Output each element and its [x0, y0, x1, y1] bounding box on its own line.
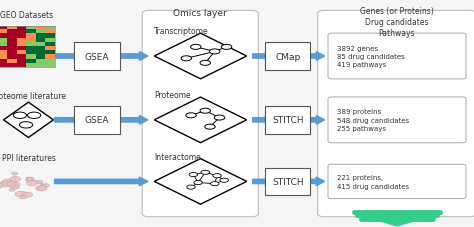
Circle shape — [2, 179, 14, 185]
Circle shape — [36, 186, 45, 191]
Circle shape — [36, 186, 47, 191]
Text: Proteome literature: Proteome literature — [0, 92, 66, 101]
Circle shape — [210, 182, 219, 186]
Circle shape — [187, 185, 195, 189]
Polygon shape — [301, 177, 325, 186]
Circle shape — [205, 125, 215, 130]
Circle shape — [27, 181, 38, 186]
Text: STITCH: STITCH — [272, 116, 303, 125]
Polygon shape — [4, 103, 53, 138]
Circle shape — [19, 122, 33, 128]
Text: PPI literatures: PPI literatures — [1, 153, 55, 162]
Text: Genes (or Proteins)
Drug candidates
Pathways: Genes (or Proteins) Drug candidates Path… — [360, 7, 434, 38]
Text: 221 proteins,
415 drug candidates: 221 proteins, 415 drug candidates — [337, 174, 409, 189]
Polygon shape — [253, 177, 274, 186]
Circle shape — [15, 191, 27, 197]
FancyBboxPatch shape — [328, 164, 466, 199]
Polygon shape — [55, 177, 148, 186]
Circle shape — [42, 184, 49, 187]
Polygon shape — [155, 34, 246, 79]
Polygon shape — [253, 116, 274, 125]
FancyBboxPatch shape — [265, 168, 310, 195]
Circle shape — [40, 185, 46, 188]
Text: STITCH: STITCH — [272, 177, 303, 186]
Circle shape — [201, 170, 210, 175]
Circle shape — [191, 45, 201, 50]
Circle shape — [13, 113, 27, 119]
Text: GEO Datasets: GEO Datasets — [0, 11, 53, 20]
Text: 389 proteins
548 drug candidates
255 pathways: 389 proteins 548 drug candidates 255 pat… — [337, 109, 409, 132]
FancyBboxPatch shape — [265, 107, 310, 134]
Circle shape — [0, 183, 3, 188]
Text: Interactome: Interactome — [154, 152, 201, 161]
Text: Proteome: Proteome — [154, 91, 191, 100]
Polygon shape — [354, 213, 440, 226]
Circle shape — [194, 181, 202, 185]
Circle shape — [213, 174, 221, 178]
FancyBboxPatch shape — [328, 98, 466, 143]
Polygon shape — [111, 52, 148, 61]
Text: GSEA: GSEA — [85, 52, 109, 61]
Text: Omics layer: Omics layer — [173, 9, 227, 18]
Circle shape — [14, 183, 20, 186]
Circle shape — [38, 185, 46, 189]
Text: CMap: CMap — [275, 52, 301, 61]
Circle shape — [7, 182, 18, 187]
Polygon shape — [55, 52, 83, 61]
Circle shape — [200, 61, 210, 66]
Circle shape — [35, 180, 43, 184]
Polygon shape — [111, 116, 148, 125]
Polygon shape — [155, 159, 246, 204]
Circle shape — [9, 189, 15, 191]
FancyBboxPatch shape — [74, 107, 120, 134]
FancyBboxPatch shape — [328, 34, 466, 79]
Text: 3892 genes
85 drug candidates
419 pathways: 3892 genes 85 drug candidates 419 pathwa… — [337, 45, 404, 68]
Circle shape — [19, 196, 27, 199]
Polygon shape — [155, 98, 246, 143]
Circle shape — [220, 178, 228, 183]
Circle shape — [10, 185, 19, 189]
Circle shape — [210, 50, 220, 55]
FancyBboxPatch shape — [318, 11, 474, 217]
Circle shape — [221, 45, 232, 50]
Circle shape — [27, 113, 41, 119]
Polygon shape — [253, 52, 274, 61]
Circle shape — [200, 109, 210, 114]
FancyBboxPatch shape — [265, 43, 310, 70]
Circle shape — [37, 187, 45, 191]
Circle shape — [0, 181, 11, 187]
Circle shape — [181, 57, 191, 62]
Circle shape — [11, 172, 18, 175]
Polygon shape — [301, 116, 325, 125]
Text: Transcriptome: Transcriptome — [154, 27, 209, 36]
Circle shape — [214, 116, 225, 121]
Circle shape — [26, 177, 32, 180]
Circle shape — [189, 173, 198, 177]
Text: GSEA: GSEA — [85, 116, 109, 125]
Polygon shape — [55, 116, 83, 125]
Circle shape — [26, 178, 33, 182]
Circle shape — [26, 178, 34, 182]
Polygon shape — [301, 52, 325, 61]
FancyBboxPatch shape — [74, 43, 120, 70]
FancyBboxPatch shape — [142, 11, 258, 217]
Circle shape — [10, 177, 21, 182]
Circle shape — [22, 192, 33, 197]
Circle shape — [186, 113, 196, 118]
